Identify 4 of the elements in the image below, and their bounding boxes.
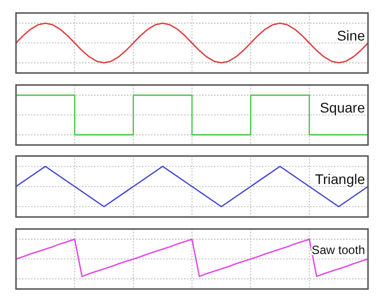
series-label: Sine xyxy=(336,28,366,44)
series-label: Saw tooth xyxy=(312,242,365,257)
series-label: Square xyxy=(320,100,366,116)
series-label: Triangle xyxy=(314,171,366,188)
